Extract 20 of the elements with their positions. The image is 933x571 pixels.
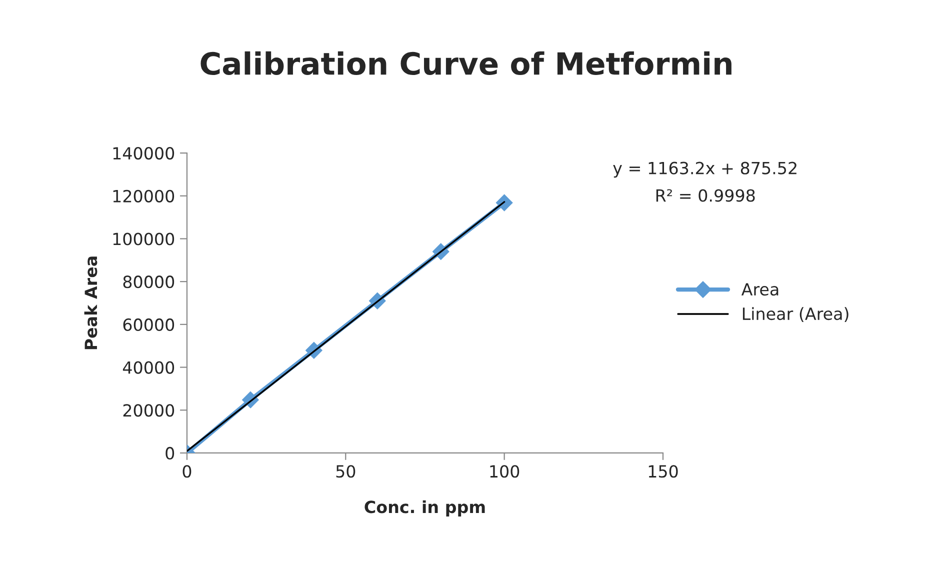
annotation: R² = 0.9998 bbox=[656, 189, 755, 202]
legend-label: Area bbox=[741, 283, 778, 296]
y-axis-title: Peak Area bbox=[84, 256, 98, 350]
x-axis-title: Conc. in ppm bbox=[364, 500, 485, 516]
y-tick-label: 40000 bbox=[122, 361, 174, 374]
x-tick-label: 0 bbox=[182, 465, 192, 478]
legend-label: Linear (Area) bbox=[742, 307, 848, 322]
y-tick-label: 100000 bbox=[113, 232, 174, 246]
y-tick-label: 60000 bbox=[123, 318, 174, 331]
annotation: y = 1163.2x + 875.52 bbox=[613, 162, 796, 178]
y-tick-label: 80000 bbox=[123, 276, 174, 288]
y-tick-label: 140000 bbox=[113, 146, 174, 160]
x-tick-label: 100 bbox=[490, 465, 520, 478]
point bbox=[496, 194, 513, 212]
y-tick-label: 20000 bbox=[123, 404, 174, 417]
chart-title: Calibration Curve of Metformin bbox=[200, 51, 732, 76]
x-tick-label: 150 bbox=[648, 465, 678, 478]
y-tick-label: 0 bbox=[166, 446, 174, 460]
y-tick-label: 120000 bbox=[113, 190, 174, 202]
x-tick-label: 50 bbox=[336, 465, 356, 478]
